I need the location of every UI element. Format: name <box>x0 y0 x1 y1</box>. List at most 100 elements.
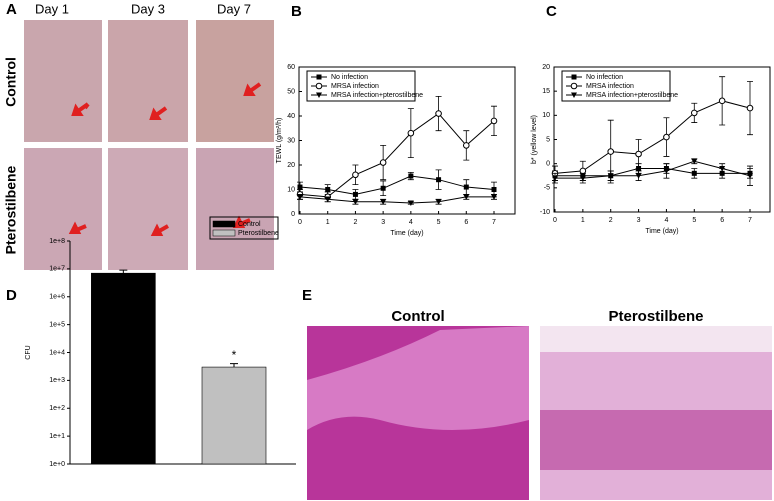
x-axis-label: Time (day) <box>645 228 678 235</box>
y-tick-label: 10 <box>542 112 550 119</box>
tissue <box>540 326 772 352</box>
marker <box>691 170 697 176</box>
x-tick-label: 4 <box>664 217 668 224</box>
y-tick-label: 15 <box>542 88 550 95</box>
y-axis-label: CFU <box>25 345 32 359</box>
y-tick-label: -5 <box>544 185 550 192</box>
marker <box>607 173 614 179</box>
arrow <box>68 221 87 234</box>
x-tick-label: 6 <box>464 219 468 226</box>
column-label: Pterostilbene <box>608 308 703 325</box>
series-line <box>299 175 495 195</box>
y-tick-label: 0 <box>291 211 295 218</box>
legend-label: Pterostilbene <box>238 230 279 237</box>
legend-box <box>561 70 671 102</box>
series-line <box>299 196 494 204</box>
marker <box>490 117 498 125</box>
y-tick-label: 0 <box>546 161 550 168</box>
panel-label: B <box>291 3 302 20</box>
x-tick-label: 3 <box>381 219 385 226</box>
x-tick-label: 0 <box>553 217 557 224</box>
marker <box>324 196 331 203</box>
marker <box>316 92 322 98</box>
marker <box>436 177 442 183</box>
marker <box>316 74 322 80</box>
photo <box>196 20 274 142</box>
x-axis-label: Time (day) <box>390 230 423 237</box>
column-label: Day 3 <box>131 1 165 16</box>
series-line <box>555 168 750 177</box>
row-label: Control <box>3 57 19 107</box>
marker <box>435 110 442 117</box>
bar <box>201 366 267 465</box>
x-tick-label: 7 <box>748 217 752 224</box>
annotation: * <box>232 348 237 362</box>
x-tick-label: 5 <box>692 217 696 224</box>
marker <box>379 159 387 166</box>
marker <box>690 109 698 117</box>
x-tick-label: 5 <box>437 219 441 226</box>
legend-label: No infection <box>586 74 623 81</box>
photo <box>24 148 102 270</box>
row-label: Pterostilbene <box>3 165 19 254</box>
y-tick-label: 30 <box>287 137 295 144</box>
series-line <box>554 100 751 174</box>
legend-box <box>209 216 279 240</box>
marker <box>746 104 754 112</box>
marker <box>635 173 642 179</box>
legend-label: MRSA infection+pterostilbene <box>331 92 423 99</box>
x-tick-label: 3 <box>637 217 641 224</box>
y-tick-label: 1e+5 <box>49 321 65 328</box>
marker <box>462 142 470 149</box>
marker <box>297 194 303 200</box>
x-tick-label: 4 <box>409 219 413 226</box>
x-tick-label: 2 <box>609 217 613 224</box>
marker <box>718 97 726 105</box>
photo <box>24 20 102 142</box>
marker <box>491 194 497 200</box>
y-tick-label: 5 <box>546 136 550 143</box>
marker <box>663 168 670 174</box>
marker <box>435 199 442 205</box>
marker <box>571 92 577 98</box>
marker <box>579 167 587 175</box>
marker <box>325 187 331 192</box>
photos <box>24 20 274 270</box>
marker <box>552 175 558 182</box>
x-tick-label: 6 <box>720 217 724 224</box>
arrow <box>232 215 251 228</box>
marker <box>407 129 415 137</box>
marker <box>407 200 414 206</box>
marker <box>607 148 615 155</box>
panel-label: A <box>6 1 17 18</box>
marker <box>635 150 642 158</box>
legend-label: MRSA infection <box>331 83 379 90</box>
marker <box>380 185 386 191</box>
y-axis-label: b* (yellow level) <box>531 115 538 164</box>
x-tick-label: 1 <box>581 217 585 224</box>
photo <box>108 148 188 270</box>
legend-label: MRSA infection <box>586 83 634 90</box>
series-line <box>299 112 495 198</box>
marker <box>579 175 586 182</box>
y-tick-label: 40 <box>287 113 295 120</box>
x-tick-label: 1 <box>326 219 330 226</box>
x-tick-label: 7 <box>492 219 496 226</box>
x-tick-label: 2 <box>353 219 357 226</box>
marker <box>571 74 577 80</box>
y-tick-label: 60 <box>287 64 295 71</box>
arrow <box>243 82 262 96</box>
marker <box>352 191 358 197</box>
marker <box>747 173 753 179</box>
marker <box>491 187 497 192</box>
y-tick-label: 1e+3 <box>49 377 65 384</box>
marker <box>570 82 578 90</box>
y-tick-label: 1e+0 <box>49 461 65 468</box>
marker <box>408 173 414 179</box>
bar <box>91 272 156 465</box>
error-bar <box>230 363 238 368</box>
legend-swatch <box>212 229 236 237</box>
x-tick-label: 0 <box>298 219 302 226</box>
series-line <box>555 160 751 179</box>
arrow <box>71 102 90 116</box>
